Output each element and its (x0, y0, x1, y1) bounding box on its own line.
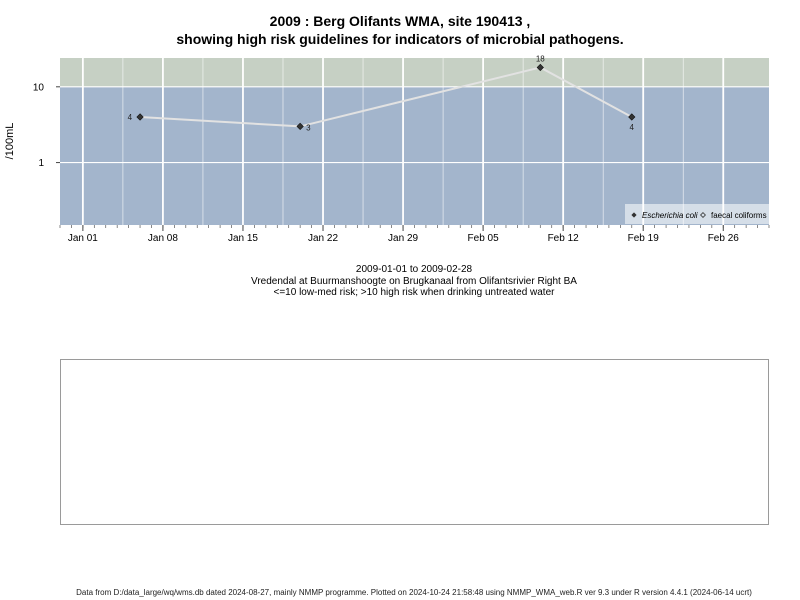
risk-guideline-caption: <=10 low-med risk; >10 high risk when dr… (273, 287, 555, 298)
e-coli-series-line (139, 66, 633, 128)
x-tick-label: Jan 29 (388, 233, 418, 244)
x-tick-label: Feb 19 (628, 233, 660, 244)
x-tick-label: Feb 26 (708, 233, 740, 244)
x-tick-label: Jan 01 (68, 233, 98, 244)
site-description-caption: Vredendal at Buurmanshoogte on Brugkanaa… (251, 276, 577, 287)
e-coli-data-point (136, 113, 144, 121)
e-coli-data-point (536, 63, 544, 72)
y-tick-label: 10 (33, 82, 45, 93)
x-tick-label: Jan 15 (228, 233, 258, 244)
x-tick-label: Jan 08 (148, 233, 178, 244)
x-tick-label: Jan 22 (308, 233, 338, 244)
y-axis-label: /100mL (4, 123, 16, 160)
high-risk-band (60, 58, 769, 87)
e-coli-data-point (628, 113, 636, 121)
low-risk-band (60, 86, 769, 225)
e-coli-data-label: 18 (536, 54, 545, 63)
empty-second-plot-panel (60, 359, 769, 525)
legend-label-faecal-coliforms: faecal coliforms (711, 211, 767, 220)
e-coli-data-label: 4 (128, 113, 133, 122)
x-tick-label: Feb 12 (548, 233, 580, 244)
chart-title-line-2: showing high risk guidelines for indicat… (176, 31, 624, 47)
data-source-footer: Data from D:/data_large/wq/wms.db dated … (76, 588, 752, 597)
e-coli-data-point (296, 122, 304, 131)
e-coli-data-label: 3 (306, 123, 311, 132)
legend-box (625, 204, 769, 224)
date-range-caption: 2009-01-01 to 2009-02-28 (355, 264, 473, 275)
legend-marker-e-coli (631, 212, 637, 218)
y-tick-label: 1 (38, 158, 44, 169)
e-coli-data-label: 4 (630, 123, 635, 132)
microbial-pathogen-chart: 1 10 Jan 01 Jan 08 Jan 15 Jan 22 Jan 29 Feb 05 F… (4, 54, 770, 244)
chart-title-line-1: 2009 : Berg Olifants WMA, site 190413 , (269, 13, 531, 29)
x-tick-label: Feb 05 (468, 233, 500, 244)
legend-marker-faecal-coliforms (700, 212, 706, 218)
legend-label-e-coli: Escherichia coli (642, 211, 698, 220)
